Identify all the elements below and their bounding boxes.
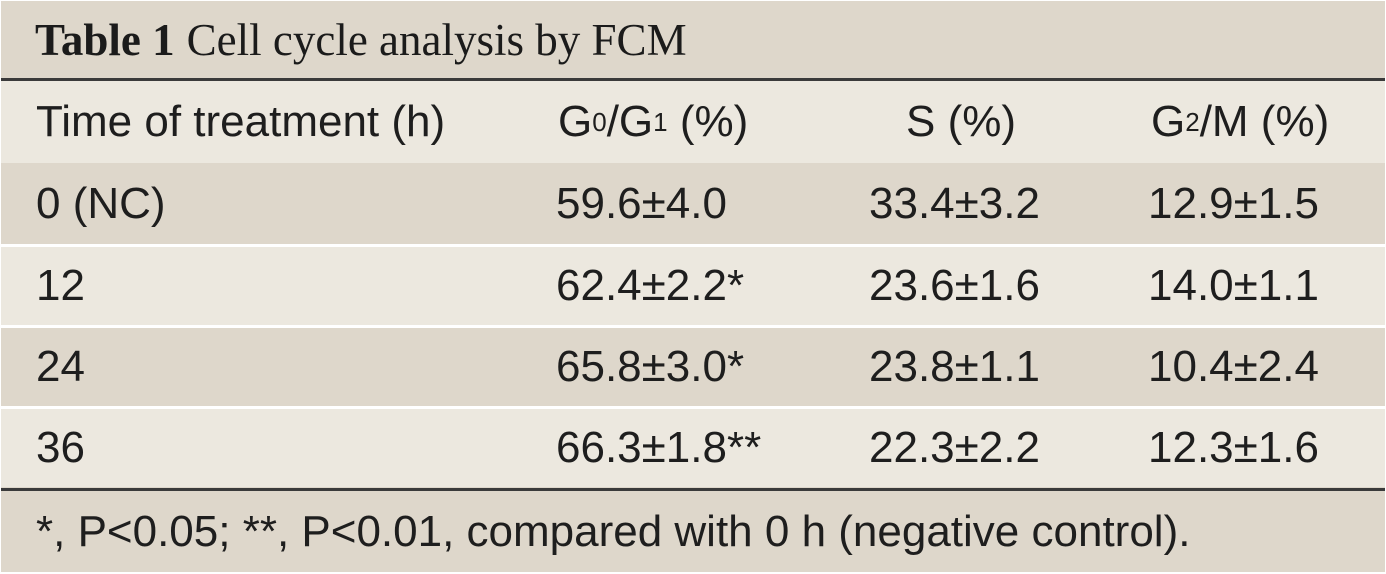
header-g2m: G 2/M (%)	[1151, 97, 1330, 146]
cell-g0g1: 66.3±1.8**	[556, 423, 762, 472]
cell-g0g1: 65.8±3.0*	[556, 342, 745, 391]
cell-time: 36	[36, 423, 85, 472]
cell-g2m: 14.0±1.1	[1148, 261, 1319, 310]
table-row: 24 65.8±3.0* 23.8±1.1 10.4±2.4	[1, 325, 1385, 406]
table-title: Table 1 Cell cycle analysis by FCM	[1, 1, 1385, 81]
table-row: 0 (NC) 59.6±4.0 33.4±3.2 12.9±1.5	[1, 163, 1385, 244]
table-caption: Cell cycle analysis by FCM	[186, 14, 687, 65]
cell-g0g1: 59.6±4.0	[556, 178, 727, 228]
cell-time: 24	[36, 342, 85, 391]
cell-time: 12	[36, 261, 85, 310]
cell-s: 23.6±1.6	[869, 261, 1040, 310]
cell-g2m: 12.9±1.5	[1148, 178, 1319, 228]
cell-s: 23.8±1.1	[869, 342, 1040, 391]
cell-g2m: 12.3±1.6	[1148, 423, 1319, 472]
header-g0g1: G 0/G 1 (%)	[558, 97, 749, 146]
table-row: 12 62.4±2.2* 23.6±1.6 14.0±1.1	[1, 244, 1385, 325]
cell-s: 22.3±2.2	[869, 423, 1040, 472]
table-label: Table 1	[35, 14, 175, 65]
header-time: Time of treatment (h)	[36, 97, 446, 146]
cell-s: 33.4±3.2	[869, 178, 1040, 228]
cell-g0g1: 62.4±2.2*	[556, 261, 745, 310]
cell-g2m: 10.4±2.4	[1148, 342, 1319, 391]
table-footnote: *, P<0.05; **, P<0.01, compared with 0 h…	[1, 488, 1385, 572]
table-row: 36 66.3±1.8** 22.3±2.2 12.3±1.6	[1, 406, 1385, 487]
header-s: S (%)	[906, 97, 1016, 146]
cell-time: 0 (NC)	[36, 178, 166, 228]
